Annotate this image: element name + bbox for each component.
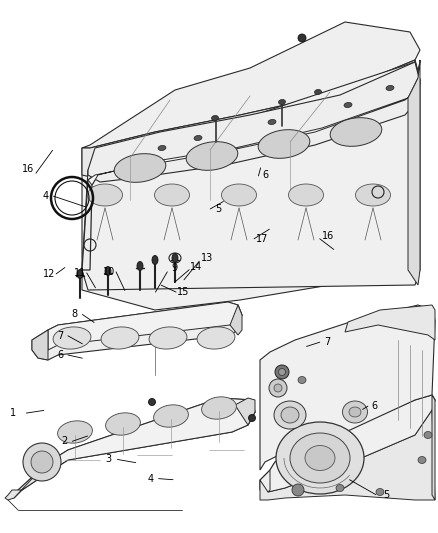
Ellipse shape xyxy=(248,415,255,422)
Ellipse shape xyxy=(31,451,53,473)
Ellipse shape xyxy=(194,135,202,141)
Ellipse shape xyxy=(172,254,178,262)
Text: 17: 17 xyxy=(256,234,268,244)
Polygon shape xyxy=(32,302,242,360)
Ellipse shape xyxy=(298,376,306,384)
Text: 4: 4 xyxy=(148,474,154,483)
Text: 5: 5 xyxy=(383,490,389,499)
Polygon shape xyxy=(12,398,255,498)
Ellipse shape xyxy=(290,433,350,483)
Polygon shape xyxy=(235,398,255,425)
Ellipse shape xyxy=(149,327,187,349)
Ellipse shape xyxy=(344,102,352,108)
Ellipse shape xyxy=(276,422,364,494)
Text: 5: 5 xyxy=(215,204,221,214)
Ellipse shape xyxy=(292,484,304,496)
Ellipse shape xyxy=(101,327,139,349)
Ellipse shape xyxy=(305,446,335,471)
Polygon shape xyxy=(32,330,48,360)
Text: 4: 4 xyxy=(43,191,49,201)
Text: 8: 8 xyxy=(71,310,78,319)
Ellipse shape xyxy=(23,443,61,481)
Ellipse shape xyxy=(197,327,235,349)
Ellipse shape xyxy=(330,118,382,147)
Text: 11: 11 xyxy=(74,268,86,278)
Ellipse shape xyxy=(356,184,391,206)
Ellipse shape xyxy=(269,379,287,397)
Ellipse shape xyxy=(386,85,394,91)
Text: 2: 2 xyxy=(62,437,68,446)
Text: 1: 1 xyxy=(10,408,16,418)
Ellipse shape xyxy=(258,130,310,158)
Text: 6: 6 xyxy=(57,350,64,360)
Ellipse shape xyxy=(105,266,111,276)
Text: 16: 16 xyxy=(22,165,35,174)
Ellipse shape xyxy=(53,327,91,349)
Ellipse shape xyxy=(349,407,361,417)
Polygon shape xyxy=(408,60,420,285)
Polygon shape xyxy=(88,62,420,182)
Text: 6: 6 xyxy=(262,170,268,180)
Ellipse shape xyxy=(58,421,92,443)
Ellipse shape xyxy=(336,484,344,491)
Ellipse shape xyxy=(314,90,321,94)
Polygon shape xyxy=(395,60,420,220)
Ellipse shape xyxy=(154,405,188,427)
Text: 14: 14 xyxy=(190,262,202,271)
Polygon shape xyxy=(82,62,420,290)
Text: 10: 10 xyxy=(102,267,115,277)
Text: 7: 7 xyxy=(57,331,64,341)
Polygon shape xyxy=(42,398,255,475)
Ellipse shape xyxy=(137,262,143,271)
Polygon shape xyxy=(268,395,435,492)
Ellipse shape xyxy=(152,255,158,264)
Text: 3: 3 xyxy=(106,455,112,464)
Polygon shape xyxy=(260,395,435,492)
Ellipse shape xyxy=(158,146,166,150)
Polygon shape xyxy=(260,410,435,500)
Ellipse shape xyxy=(279,100,286,104)
Ellipse shape xyxy=(155,184,190,206)
Ellipse shape xyxy=(212,116,219,120)
Text: 9: 9 xyxy=(171,263,177,272)
Polygon shape xyxy=(82,22,420,148)
Polygon shape xyxy=(432,395,435,500)
Text: 6: 6 xyxy=(371,401,378,411)
Text: 12: 12 xyxy=(43,269,55,279)
Ellipse shape xyxy=(418,456,426,464)
Text: 13: 13 xyxy=(201,253,213,263)
Ellipse shape xyxy=(148,399,155,406)
Ellipse shape xyxy=(289,184,324,206)
Ellipse shape xyxy=(279,368,286,376)
Ellipse shape xyxy=(186,142,238,171)
Ellipse shape xyxy=(268,119,276,125)
Polygon shape xyxy=(82,60,420,270)
Polygon shape xyxy=(82,95,415,310)
Ellipse shape xyxy=(275,365,289,379)
Polygon shape xyxy=(230,305,242,335)
Polygon shape xyxy=(82,60,420,178)
Ellipse shape xyxy=(77,270,83,279)
Ellipse shape xyxy=(274,384,282,392)
Polygon shape xyxy=(88,78,418,185)
Polygon shape xyxy=(260,305,435,470)
Ellipse shape xyxy=(274,401,306,429)
Ellipse shape xyxy=(281,407,299,423)
Text: 16: 16 xyxy=(321,231,334,240)
Ellipse shape xyxy=(201,397,237,419)
Ellipse shape xyxy=(424,432,432,439)
Text: 7: 7 xyxy=(325,337,331,347)
Ellipse shape xyxy=(343,401,367,423)
Ellipse shape xyxy=(88,184,123,206)
Ellipse shape xyxy=(106,413,141,435)
Ellipse shape xyxy=(222,184,257,206)
Polygon shape xyxy=(5,468,52,500)
Ellipse shape xyxy=(114,154,166,182)
Ellipse shape xyxy=(376,489,384,496)
Polygon shape xyxy=(345,305,435,340)
Text: 15: 15 xyxy=(177,287,189,297)
Ellipse shape xyxy=(298,34,306,42)
Polygon shape xyxy=(48,302,242,350)
